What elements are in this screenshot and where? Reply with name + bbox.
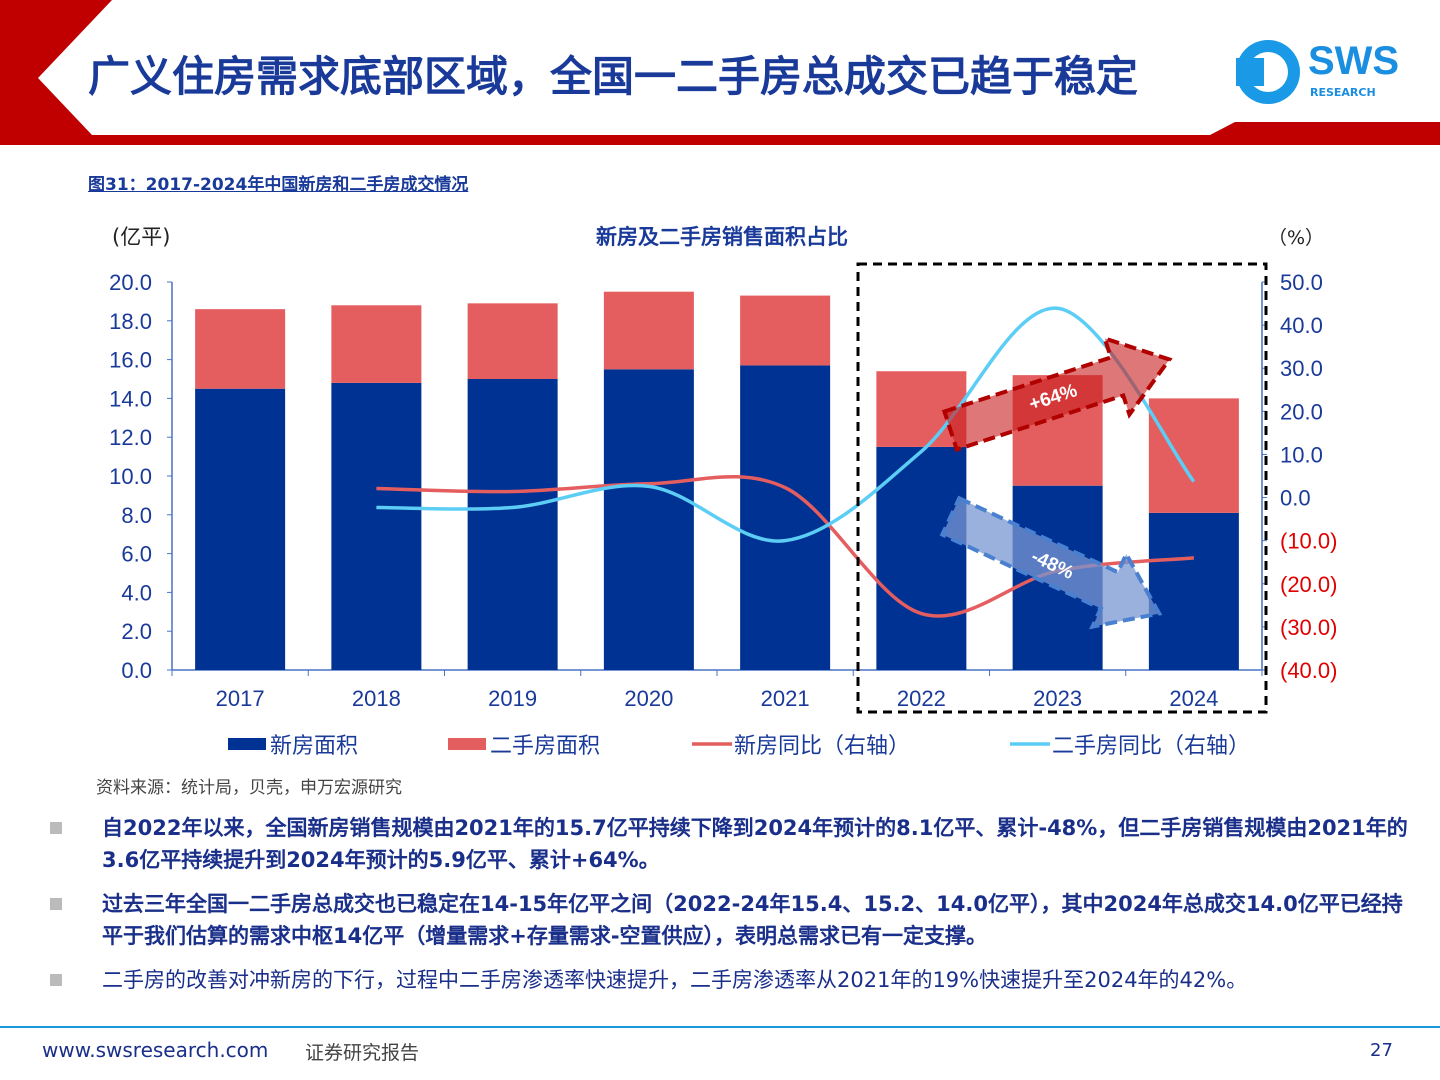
- left-tick-label: 6.0: [121, 542, 152, 567]
- right-tick-label: 50.0: [1280, 270, 1323, 295]
- bar-second-area: [467, 303, 558, 379]
- bullet-1: 自2022年以来，全国新房销售规模由2021年的15.7亿平持续下降到2024年…: [50, 812, 1420, 876]
- arrow-down-icon: [939, 495, 1163, 630]
- left-tick-label: 20.0: [109, 270, 152, 295]
- legend-label: 新房面积: [270, 734, 358, 759]
- bar-new-area: [603, 369, 694, 670]
- right-tick-label: 30.0: [1280, 356, 1323, 381]
- bullet-2: 过去三年全国一二手房总成交也已稳定在14-15年亿平之间（2022-24年15.…: [50, 888, 1420, 952]
- bar-new-area: [195, 388, 286, 670]
- page-number: 27: [1370, 1040, 1393, 1061]
- x-tick-label: 2018: [352, 686, 401, 711]
- arrow-up-icon: [941, 335, 1173, 453]
- bar-new-area: [331, 382, 422, 670]
- bar-second-area: [195, 309, 286, 389]
- bar-second-area: [1148, 398, 1239, 513]
- header-banner: [0, 0, 1440, 145]
- left-tick-label: 16.0: [109, 348, 152, 373]
- right-tick-label: (20.0): [1280, 572, 1337, 597]
- legend-label: 二手房同比（右轴）: [1052, 734, 1250, 759]
- legend-label: 新房同比（右轴）: [734, 734, 910, 759]
- right-tick-label: (30.0): [1280, 615, 1337, 640]
- bar-second-area: [603, 291, 694, 370]
- x-tick-label: 2019: [488, 686, 537, 711]
- x-tick-label: 2023: [1033, 686, 1082, 711]
- legend-swatch: [228, 738, 266, 750]
- left-tick-label: 18.0: [109, 309, 152, 334]
- x-tick-label: 2021: [761, 686, 810, 711]
- left-axis-label: (亿平): [112, 225, 170, 249]
- left-tick-label: 0.0: [121, 658, 152, 683]
- x-tick-label: 2017: [216, 686, 265, 711]
- footer-url[interactable]: www.swsresearch.com: [42, 1038, 269, 1062]
- footer-divider: [0, 1026, 1440, 1028]
- left-tick-label: 2.0: [121, 619, 152, 644]
- x-tick-label: 2024: [1169, 686, 1218, 711]
- legend-swatch: [448, 738, 486, 750]
- logo: SWS: [1308, 39, 1400, 83]
- source-note: 资料来源：统计局，贝壳，申万宏源研究: [96, 778, 402, 798]
- bar-second-area: [331, 305, 422, 383]
- left-tick-label: 4.0: [121, 580, 152, 605]
- page-title: 广义住房需求底部区域，全国一二手房总成交已趋于稳定: [88, 52, 1139, 101]
- logo-subtitle: RESEARCH: [1310, 86, 1376, 99]
- legend-label: 二手房面积: [490, 734, 600, 759]
- left-tick-label: 14.0: [109, 386, 152, 411]
- bullet-square-icon: [50, 898, 62, 910]
- bar-new-area: [1148, 512, 1239, 670]
- chart: 新房及二手房销售面积占比 (亿平) （%） 0.0 2.0 4.0 6.0 8.0 10.…: [109, 225, 1337, 759]
- bar-new-area: [467, 379, 558, 670]
- right-tick-label: 20.0: [1280, 399, 1323, 424]
- bullet-list: 自2022年以来，全国新房销售规模由2021年的15.7亿平持续下降到2024年…: [50, 812, 1420, 996]
- bar-new-area: [740, 365, 831, 670]
- chart-title: 新房及二手房销售面积占比: [596, 225, 848, 249]
- right-tick-label: (10.0): [1280, 529, 1337, 554]
- bullet-square-icon: [50, 974, 62, 986]
- right-tick-label: 40.0: [1280, 313, 1323, 338]
- right-tick-label: (40.0): [1280, 658, 1337, 683]
- left-tick-label: 8.0: [121, 503, 152, 528]
- line-second-yoy: [376, 306, 1196, 543]
- x-tick-label: 2022: [897, 686, 946, 711]
- bullet-3: 二手房的改善对冲新房的下行，过程中二手房渗透率快速提升，二手房渗透率从2021年…: [50, 964, 1420, 996]
- right-tick-label: 0.0: [1280, 486, 1311, 511]
- figure-title: 图31：2017-2024年中国新房和二手房成交情况: [88, 175, 469, 195]
- right-tick-label: 10.0: [1280, 442, 1323, 467]
- bar-second-area: [740, 295, 831, 366]
- bullet-square-icon: [50, 822, 62, 834]
- bar-new-area: [876, 446, 967, 670]
- sws-logo-icon: [1236, 40, 1300, 104]
- highlight-box: [856, 262, 1268, 714]
- footer-label: 证券研究报告: [305, 1042, 420, 1064]
- right-axis-label: （%）: [1268, 227, 1324, 249]
- left-tick-label: 12.0: [109, 425, 152, 450]
- x-tick-label: 2020: [624, 686, 673, 711]
- left-tick-label: 10.0: [109, 464, 152, 489]
